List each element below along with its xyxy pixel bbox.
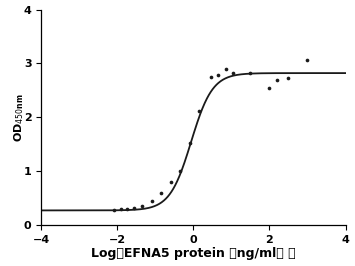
Point xyxy=(196,109,202,113)
Point xyxy=(149,199,154,203)
Point xyxy=(177,169,183,173)
Point xyxy=(124,207,130,211)
Y-axis label: OD$_{450\mathregular{nm}}$: OD$_{450\mathregular{nm}}$ xyxy=(13,93,27,142)
Point xyxy=(247,71,253,75)
Point xyxy=(158,190,164,195)
Point xyxy=(267,85,272,90)
Point xyxy=(118,207,124,211)
Point xyxy=(305,57,310,62)
Point xyxy=(223,67,229,71)
Point xyxy=(111,208,116,212)
Point xyxy=(168,180,174,184)
Point xyxy=(215,73,221,77)
Point xyxy=(286,76,291,81)
Point xyxy=(132,206,137,210)
Point xyxy=(208,75,213,79)
Point xyxy=(187,141,192,145)
X-axis label: Log（EFNA5 protein （ng/ml） ）: Log（EFNA5 protein （ng/ml） ） xyxy=(91,247,296,260)
Point xyxy=(139,204,145,208)
Point xyxy=(274,77,280,82)
Point xyxy=(230,71,236,75)
